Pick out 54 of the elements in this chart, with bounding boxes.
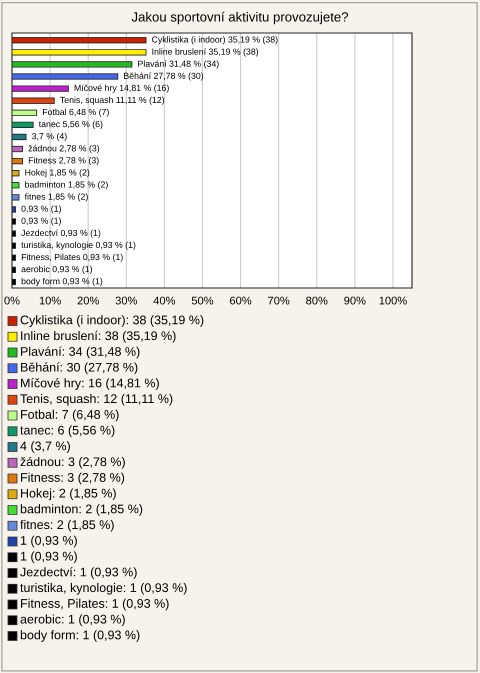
category-label: Fotbal 6,48 % (7) — [42, 108, 109, 117]
text: Cyklistika (i indoor): 38 (35,19 %) — [20, 315, 204, 327]
category-label: Fitness, Pilates 0,93 % (1) — [22, 254, 123, 262]
category-label: Hokej 1,85 % (2) — [25, 169, 90, 178]
text: 1 (0,93 %) — [20, 551, 77, 564]
data-label: 0,93 % (1) — [21, 205, 61, 214]
category-label: Cyklistika (i indoor) 35,19 % (38) — [152, 36, 278, 44]
text: badminton: 2 (1,85 %) — [20, 504, 142, 516]
text: Hokej: 2 (1,85 %) — [21, 488, 116, 500]
text: tanec: 6 (5,56 %) — [20, 425, 114, 438]
text: Inline bruslení: 38 (35,19 %) — [21, 330, 176, 343]
text: Tenis, squash: 12 (11,11 %) — [20, 394, 172, 406]
category-label: body form 0,93 % (1) — [22, 278, 102, 286]
x-tick-label: 0% — [4, 296, 20, 304]
data-label: 3,7 % (4) — [32, 132, 67, 142]
x-tick-label: 10% — [40, 296, 61, 304]
text: Míčové hry: 16 (14,81 %) — [21, 378, 159, 390]
data-label: 0,93 % (1) — [21, 217, 61, 226]
x-tick-label: 30% — [116, 296, 138, 304]
chart-title: Jakou sportovní aktivitu provozujete? — [132, 12, 348, 24]
x-tick-label: 20% — [78, 296, 99, 304]
x-tick-label: 50% — [192, 296, 214, 304]
category-label: badminton 1,85 % (2) — [25, 181, 108, 190]
category-label: Tenis, squash 11,11 % (12) — [60, 96, 164, 105]
category-label: žádnou 2,78 % (3) — [28, 144, 100, 154]
text: Fitness, Pilates: 1 (0,93 %) — [21, 598, 169, 610]
text: body form: 1 (0,93 %) — [20, 630, 140, 642]
text: 4 (3,7 %) — [20, 441, 70, 453]
x-tick-label: 90% — [344, 296, 366, 304]
x-tick-label: 80% — [306, 296, 328, 304]
category-label: Plavání 31,48 % (34) — [138, 60, 219, 69]
category-label: tanec 5,56 % (6) — [38, 120, 102, 129]
text: Fitness: 3 (2,78 %) — [21, 472, 124, 484]
text: fitnes: 2 (1,85 %) — [20, 520, 114, 532]
category-label: aerobic 0,93 % (1) — [21, 266, 92, 274]
text: Fotbal: 7 (6,48 %) — [21, 410, 119, 422]
text: turistika, kynologie: 1 (0,93 %) — [20, 582, 187, 595]
category-label: Fitness 2,78 % (3) — [28, 157, 99, 166]
text: žádnou: 3 (2,78 %) — [20, 456, 125, 469]
x-tick-label: 40% — [154, 296, 176, 304]
text: Jezdectví: 1 (0,93 %) — [20, 567, 137, 579]
text: Plavání: 34 (31,48 %) — [21, 346, 140, 358]
text: Běhání: 30 (27,78 %) — [21, 362, 138, 374]
x-tick-label: 100% — [380, 296, 407, 304]
category-label: turistika, kynologie 0,93 % (1) — [21, 242, 136, 250]
category-label: Inline bruslení 35,19 % (38) — [152, 48, 258, 56]
category-label: Jezdectví 0,93 % (1) — [21, 229, 100, 238]
category-label: Běhání 27,78 % (30) — [124, 72, 204, 81]
text: 1 (0,93 %) — [20, 536, 77, 548]
category-label: fitnes 1,85 % (2) — [24, 193, 88, 202]
category-label: Míčové hry 14,81 % (16) — [74, 84, 169, 93]
text: aerobic: 1 (0,93 %) — [20, 614, 125, 626]
x-tick-label: 60% — [230, 296, 252, 304]
x-tick-label: 70% — [268, 296, 290, 304]
